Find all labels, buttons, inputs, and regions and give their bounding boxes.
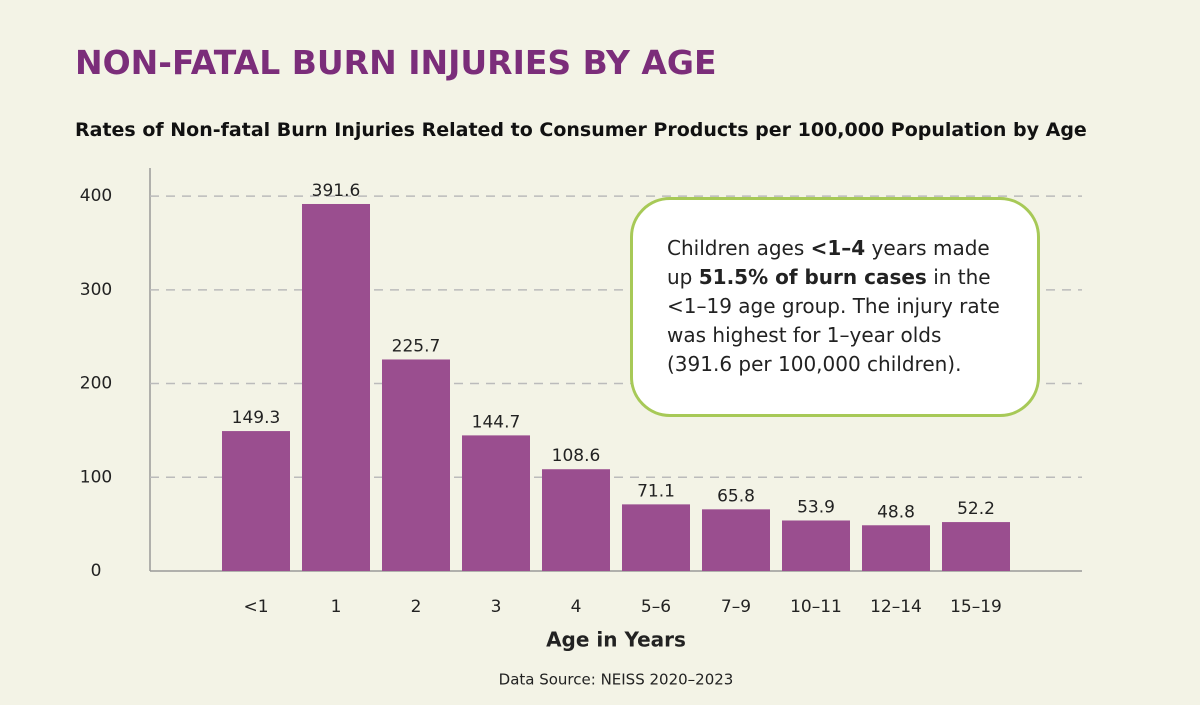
x-axis-title: Age in Years — [546, 628, 686, 652]
y-tick-label: 300 — [80, 280, 112, 300]
data-label: 225.7 — [392, 336, 441, 356]
x-tick-label: <1 — [243, 597, 268, 617]
x-tick-label: 12–14 — [870, 597, 922, 617]
bar — [302, 203, 370, 571]
y-tick-label: 100 — [80, 467, 112, 487]
x-tick-label: 7–9 — [721, 597, 751, 617]
x-tick-label: 1 — [331, 597, 342, 617]
annotation-bold: 51.5% of burn cases — [698, 265, 927, 289]
data-label: 52.2 — [957, 499, 995, 519]
chart-title: NON-FATAL BURN INJURIES BY AGE — [75, 43, 717, 82]
y-tick-label: 200 — [80, 374, 112, 394]
data-label: 391.6 — [312, 181, 361, 201]
x-tick-label: 2 — [411, 597, 422, 617]
annotation-text: years made up — [667, 236, 990, 289]
annotation-text: in the <1–19 age group. The injury rate … — [667, 265, 1000, 376]
data-label: 149.3 — [232, 408, 281, 428]
y-tick-label: 0 — [91, 561, 102, 581]
x-tick-label: 3 — [491, 597, 502, 617]
data-label: 144.7 — [472, 412, 521, 432]
x-tick-label: 4 — [571, 597, 582, 617]
data-label: 71.1 — [637, 481, 675, 501]
source: Data Source: NEISS 2020–2023 — [499, 671, 734, 689]
bar — [942, 522, 1010, 571]
bar — [222, 431, 290, 571]
bar — [702, 509, 770, 571]
bar — [622, 504, 690, 571]
bar — [862, 525, 930, 571]
annotation-text: Children ages — [667, 236, 811, 260]
annotation-bold: <1–4 — [810, 236, 866, 260]
y-tick-label: 400 — [80, 186, 112, 206]
chart-subtitle: Rates of Non-fatal Burn Injuries Related… — [75, 119, 1087, 141]
x-tick-label: 10–11 — [790, 597, 842, 617]
data-label: 48.8 — [877, 502, 915, 522]
data-label: 108.6 — [552, 446, 601, 466]
data-label: 53.9 — [797, 497, 835, 517]
x-tick-label: 5–6 — [641, 597, 671, 617]
bar — [462, 435, 530, 571]
data-label: 65.8 — [717, 486, 755, 506]
bar — [782, 520, 850, 571]
annotation: Children ages <1–4 years made up 51.5% o… — [630, 197, 1040, 417]
bar — [542, 469, 610, 571]
bar — [382, 359, 450, 571]
x-tick-label: 15–19 — [950, 597, 1002, 617]
